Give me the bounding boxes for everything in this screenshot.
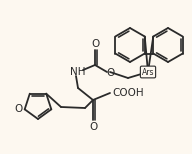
Text: Ars: Ars [142,67,154,77]
Text: O: O [89,122,97,132]
Text: COOH: COOH [112,88,144,98]
Text: O: O [106,68,114,78]
Text: O: O [91,39,99,49]
Text: NH: NH [70,67,86,77]
Text: O: O [14,104,23,114]
